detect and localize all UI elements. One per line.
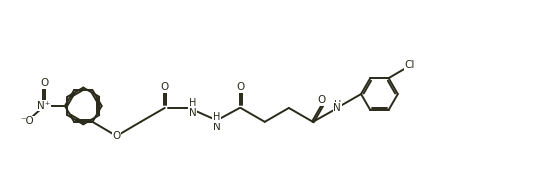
Text: Cl: Cl — [405, 60, 415, 70]
Text: O: O — [237, 82, 245, 92]
Text: O: O — [113, 131, 121, 141]
Text: O: O — [40, 78, 48, 88]
Text: H: H — [213, 112, 221, 122]
Text: N⁺: N⁺ — [37, 101, 51, 111]
Text: H: H — [189, 98, 196, 108]
Text: O: O — [161, 82, 169, 92]
Text: H: H — [334, 101, 342, 111]
Text: N: N — [213, 122, 221, 132]
Text: O: O — [317, 95, 326, 105]
Text: ⁻O: ⁻O — [20, 116, 34, 126]
Text: N: N — [189, 108, 197, 118]
Text: N: N — [333, 103, 341, 113]
